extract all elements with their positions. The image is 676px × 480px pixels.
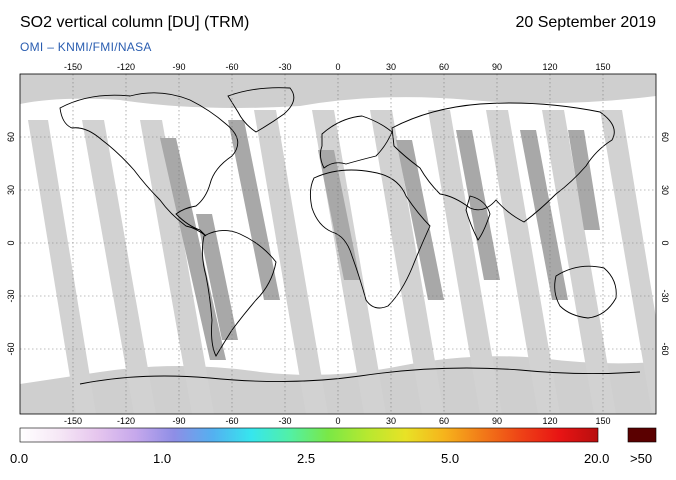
- lon-tick-top: -60: [225, 62, 238, 72]
- lat-tick-right: -30: [660, 289, 670, 302]
- colorbar-gradient: [19, 427, 599, 443]
- map-frame: [19, 73, 657, 415]
- lon-tick-top: 150: [595, 62, 610, 72]
- lon-tick-bottom: 150: [595, 416, 610, 426]
- asia: [391, 102, 615, 223]
- graticule: [20, 74, 656, 414]
- lat-tick-left: -60: [6, 342, 16, 355]
- map-area: [20, 74, 656, 414]
- colorbar: [19, 427, 657, 443]
- map-date: 20 September 2019: [515, 14, 656, 31]
- lat-tick-left: -30: [6, 289, 16, 302]
- lat-tick-right: 0: [660, 240, 670, 245]
- lon-tick-bottom: 0: [335, 416, 340, 426]
- lat-tick-left: 60: [6, 132, 16, 142]
- lon-tick-bottom: 60: [439, 416, 449, 426]
- data-credit: OMI – KNMI/FMI/NASA: [20, 40, 152, 54]
- lon-tick-bottom: -150: [64, 416, 82, 426]
- antarctica: [79, 367, 641, 385]
- coastlines: [59, 87, 641, 385]
- lon-tick-top: 90: [492, 62, 502, 72]
- colorbar-label-0: 0.0: [10, 451, 29, 466]
- lon-tick-bottom: -120: [117, 416, 135, 426]
- lat-tick-right: 30: [660, 185, 670, 195]
- lon-tick-top: -30: [278, 62, 291, 72]
- colorbar-label-4: 20.0: [584, 451, 610, 466]
- lat-tick-right: 60: [660, 132, 670, 142]
- lon-tick-bottom: -30: [278, 416, 291, 426]
- orbit-gap-swaths: [28, 110, 656, 414]
- lon-tick-top: -120: [117, 62, 135, 72]
- africa: [309, 169, 431, 309]
- lon-tick-top: 60: [439, 62, 449, 72]
- lat-ticks-right: 60 30 0 -30 -60: [660, 132, 670, 356]
- colorbar-overflow-swatch: [627, 427, 657, 443]
- map-title: SO2 vertical column [DU] (TRM): [20, 14, 250, 31]
- lon-tick-bottom: -90: [172, 416, 185, 426]
- india: [465, 195, 491, 241]
- lon-ticks-top: -150 -120 -90 -60 -30 0 30 60 90 120 150: [64, 62, 611, 72]
- lat-tick-left: 0: [6, 240, 16, 245]
- lon-tick-top: 30: [386, 62, 396, 72]
- colorbar-label-2: 2.5: [297, 451, 316, 466]
- europe: [319, 115, 393, 169]
- greenland: [227, 87, 295, 133]
- lon-tick-bottom: -60: [225, 416, 238, 426]
- lon-tick-top: 0: [335, 62, 340, 72]
- lon-tick-top: -150: [64, 62, 82, 72]
- orbit-gap-swaths-dark: [160, 120, 600, 360]
- lon-tick-top: 120: [542, 62, 557, 72]
- lon-tick-bottom: 30: [386, 416, 396, 426]
- lon-tick-top: -90: [172, 62, 185, 72]
- lon-tick-bottom: 90: [492, 416, 502, 426]
- colorbar-label-3: 5.0: [441, 451, 460, 466]
- lat-tick-left: 30: [6, 185, 16, 195]
- australia: [554, 265, 617, 319]
- lon-ticks-bottom: -150 -120 -90 -60 -30 0 30 60 90 120 150: [64, 416, 611, 426]
- lat-ticks-left: 60 30 0 -30 -60: [6, 132, 16, 356]
- colorbar-label-1: 1.0: [153, 451, 172, 466]
- colorbar-overflow-label: >50: [630, 451, 653, 466]
- north-america: [59, 92, 239, 237]
- lon-tick-bottom: 120: [542, 416, 557, 426]
- lat-tick-right: -60: [660, 342, 670, 355]
